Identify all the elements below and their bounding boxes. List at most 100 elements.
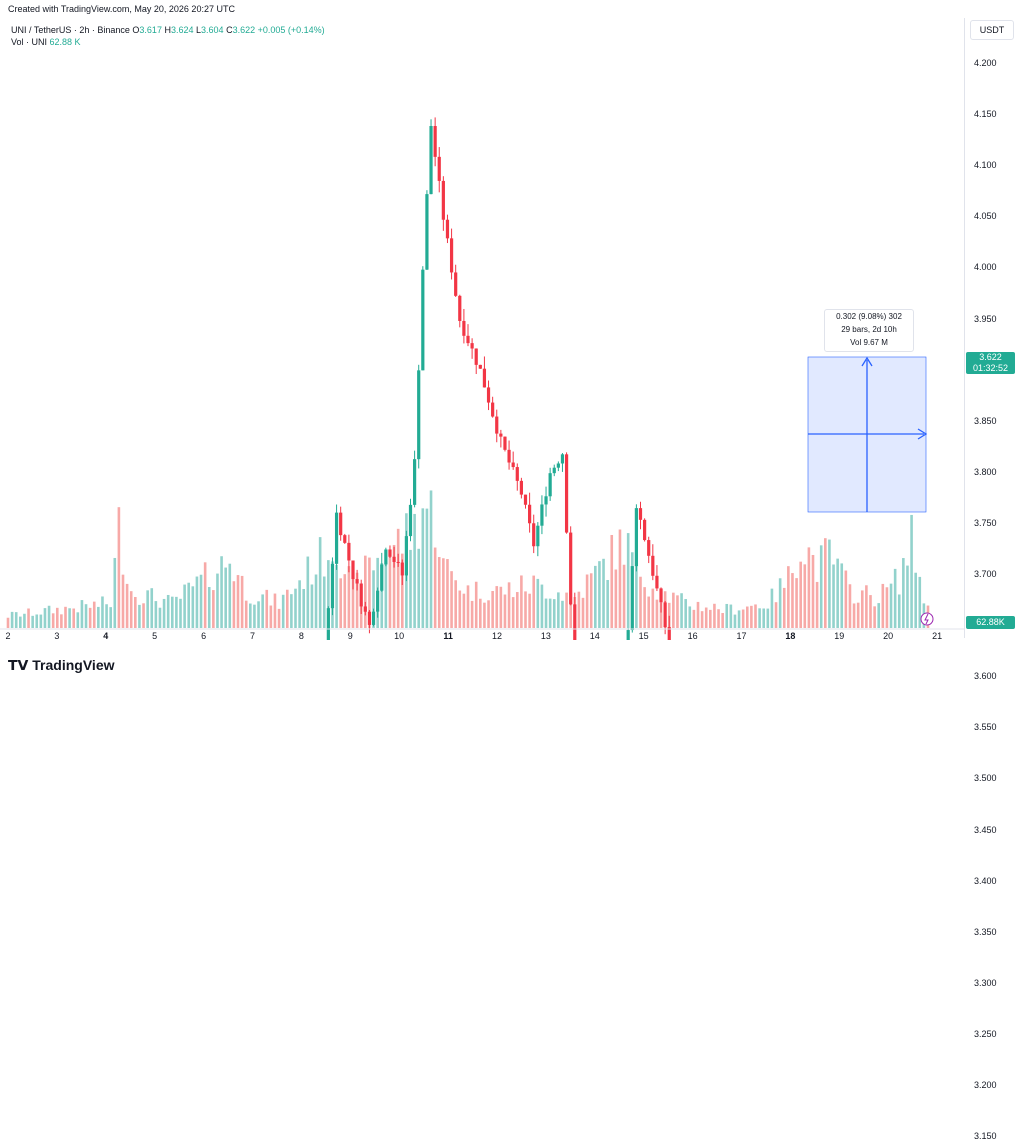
volume-bar [844,570,848,628]
volume-bar [310,584,314,628]
volume-bar [384,561,388,628]
current-price: 3.622 [979,352,1002,362]
price-tick: 3.950 [974,313,997,324]
volume-bar [483,602,486,628]
candle-body [486,387,491,403]
candle-body [470,343,474,349]
volume-bar [220,556,223,628]
volume-bar [824,538,827,628]
candle-body [441,180,445,220]
volume-bar [750,605,753,628]
measure-volume: Vol 9.67 M [850,338,888,347]
candle-body [466,335,470,344]
volume-bar [700,611,704,628]
candle-body [413,459,417,505]
volume-bar [787,566,790,628]
price-tick: 4.200 [974,58,997,68]
volume-bar [647,596,651,628]
volume-bar [39,614,43,628]
candle-body [548,473,552,497]
volume-bar [88,607,92,628]
candle-body [630,566,634,631]
volume-bar [893,568,897,628]
candle-body [626,630,630,640]
candle-body [359,583,363,607]
candle-body [454,272,458,296]
volume-bar [626,533,630,628]
volume-bar [421,508,425,628]
volume-bar [129,591,133,628]
volume-bar [754,604,757,628]
candle-body [540,504,544,526]
volume-bar [429,490,433,628]
volume-bar [791,573,794,628]
volume-bar [902,558,905,628]
measure-change: 0.302 (9.08%) 302 [836,312,902,321]
candle-body [536,525,540,547]
price-tick: 3.800 [974,466,997,477]
volume-bar [97,606,100,628]
volume-bar [540,584,544,628]
volume-bar [228,563,232,628]
time-tick: 13 [540,631,551,641]
volume-bar [72,608,76,628]
candle-body [655,575,659,589]
measure-bars: 29 bars, 2d 10h [841,325,897,334]
volume-bar [314,574,318,628]
volume-bar [618,529,622,628]
symbol-name: UNI / TetherUS · 2h · Binance [11,25,130,35]
volume-bar [433,547,437,628]
volume-bar [795,578,798,628]
candle-body [643,519,647,541]
volume-value: 62.88 K [49,37,81,47]
volume-tag: 62.88K [966,616,1015,629]
tradingview-logo: 𝗧𝗩 TradingView [8,657,115,674]
volume-bar [240,575,244,628]
volume-bar [602,558,605,628]
volume-bar [80,600,84,628]
price-chart[interactable] [0,0,964,640]
candle-body [552,467,556,474]
candle-body [380,564,384,591]
candle-body [355,579,359,584]
volume-bar [146,590,149,628]
volume-bar [741,609,745,628]
arrow-right-icon [917,428,928,440]
volume-bar [762,608,766,628]
candle-body [384,549,388,565]
volume-bar [158,607,162,628]
volume-bar [290,594,293,628]
volume-bar [713,603,716,628]
volume-bar [474,581,478,628]
volume-bar [109,607,112,628]
candle-body [462,320,466,336]
time-tick: 20 [883,631,894,641]
volume-bar [101,596,104,628]
price-tick: 3.450 [974,824,997,835]
price-axis[interactable] [964,18,1024,638]
tv-logo-text: TradingView [32,657,115,673]
price-tick: 4.000 [974,262,997,273]
volume-bar [236,575,240,628]
volume-bar [170,596,174,628]
volume-bar [479,598,482,628]
time-tick: 12 [491,631,503,641]
volume-bar [154,601,158,628]
volume-bar [372,570,375,628]
time-tick: 14 [589,631,600,641]
volume-bar [273,593,277,628]
candle-body [376,590,380,612]
volume-bar [339,578,342,628]
volume-bar [499,586,503,628]
currency-label[interactable]: USDT [970,20,1014,40]
candle-body [564,454,569,533]
candle-body [396,561,400,563]
volume-bar [285,589,289,628]
volume-bar [758,608,761,628]
volume-bar [212,590,215,628]
price-tick: 4.100 [974,160,997,171]
candle-body [495,416,499,434]
time-tick: 18 [785,631,796,641]
volume-bar [195,576,199,628]
volume-bar [770,588,774,628]
